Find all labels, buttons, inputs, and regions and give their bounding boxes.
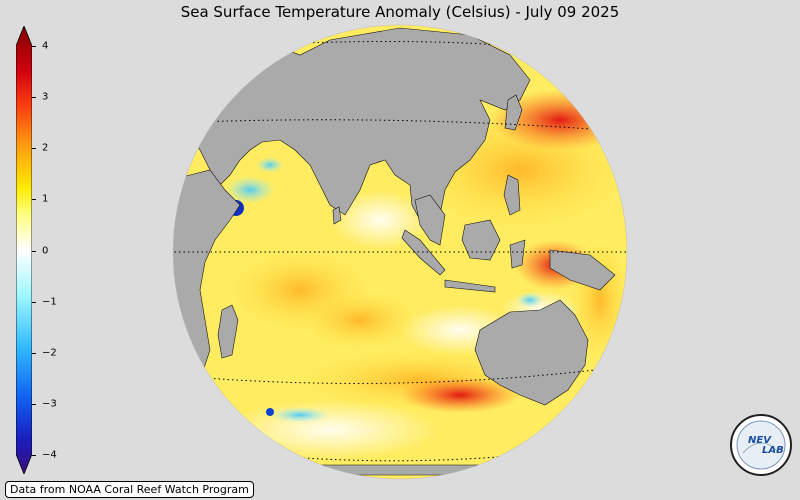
colorbar-tick-mark <box>32 46 36 47</box>
colorbar-tick-mark <box>32 97 36 99</box>
colorbar-tick-mark <box>32 250 36 252</box>
colorbar-tick-label: −4 <box>42 449 57 461</box>
land-indochina <box>414 194 446 246</box>
map-title: Sea Surface Temperature Anomaly (Celsius… <box>180 3 620 21</box>
land-madagascar <box>217 304 239 359</box>
colorbar-tick-label: −3 <box>42 398 57 410</box>
colorbar-tick-mark <box>32 352 36 354</box>
colorbar-tick-label: 2 <box>42 142 49 154</box>
colorbar-tick-label: 3 <box>42 91 49 103</box>
logo-text-left: NEV <box>748 435 772 446</box>
colorbar-tick-label: 1 <box>42 193 49 205</box>
colorbar-tick-label: 0 <box>42 245 49 256</box>
land-asia <box>173 27 531 231</box>
colorbar-tick-label: −1 <box>42 296 57 308</box>
logo-text-right: LAB <box>762 445 784 456</box>
colorbar-tick-mark <box>32 301 36 303</box>
land-antarctica <box>319 464 481 476</box>
nevlab-logo: NEV LAB <box>730 414 792 476</box>
colorbar-tick-mark <box>32 199 36 201</box>
colorbar <box>16 26 32 474</box>
land-philippines <box>503 174 521 216</box>
colorbar-tick-mark <box>32 148 36 150</box>
land-java <box>444 279 496 293</box>
land-sri-lanka <box>332 206 342 225</box>
colorbar-tick-label: −2 <box>42 347 57 359</box>
colorbar-tick-mark <box>32 455 36 456</box>
colorbar-tick-label: 4 <box>42 40 49 52</box>
land-new-guinea <box>549 249 616 291</box>
data-credit: Data from NOAA Coral Reef Watch Program <box>5 481 254 498</box>
colorbar-tick-mark <box>32 403 36 405</box>
land-sulawesi <box>509 239 526 269</box>
land-japan <box>504 94 523 131</box>
land-borneo <box>461 219 501 261</box>
